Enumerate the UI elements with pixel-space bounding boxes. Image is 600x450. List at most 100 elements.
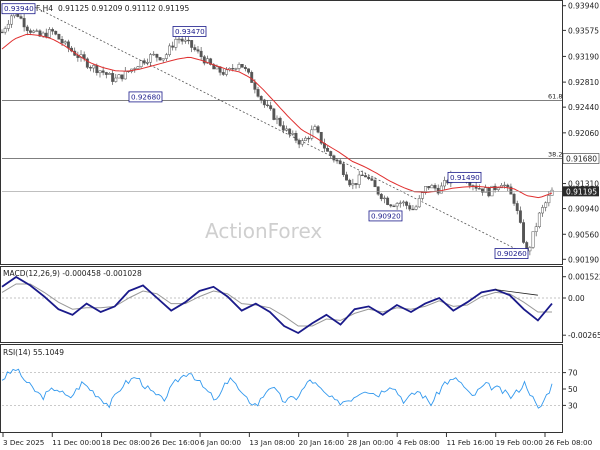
price-tick-label: 0.90190 [568,255,599,264]
candle-body [411,208,415,211]
candle-body [430,185,434,189]
candle-body [364,175,367,178]
macd-title: MACD(12,26,9) -0.000458 -0.001028 [3,269,142,278]
candle-body [528,247,532,252]
time-tick-label: 28 Jan 00:00 [348,438,394,447]
candle-body [117,74,121,79]
candle-body [108,73,111,75]
candle-body [231,68,235,70]
candle-body [509,186,513,195]
candle-body [326,148,330,152]
candle-body [433,185,437,189]
price-axis: 0.93940 0.93575 0.93190 0.92810 0.92440 0.920… [562,2,600,264]
candle-body [300,140,304,145]
candle-body [253,82,257,90]
rsi-axis: 70 50 30 [562,369,578,410]
price-tick-label: 0.93940 [568,2,599,11]
macd-line [1,275,553,335]
candle-body [503,184,507,187]
candle-body [101,70,105,73]
candle-body [541,207,544,214]
current-price-text: 0.91195 [566,187,597,196]
candle-body [237,64,241,69]
candle-body [10,15,13,25]
macd-chart [1,275,562,335]
time-tick-label: 11 Dec 00:00 [52,438,101,447]
price-tick-label: 0.93575 [568,26,599,35]
candle-body [174,39,178,48]
candle-body [547,195,551,204]
candle-body [389,204,393,207]
candle-body [104,72,108,75]
level-price-text: 0.91680 [566,155,597,164]
candle-body [158,57,162,61]
candle-body [291,133,295,135]
price-annotation-text: 0.90920 [371,211,401,220]
candle-body [180,38,184,42]
moving-average-line [1,33,553,199]
candle-body [408,205,412,210]
price-tick-label: 0.92440 [568,103,599,112]
candle-body [281,125,285,131]
candle-body [60,39,64,44]
fib-level-label: 61.8 [548,92,562,100]
candle-body [439,185,443,194]
time-tick-label: 4 Feb 08:00 [397,438,440,447]
price-annotation-box [172,26,207,37]
candle-body [145,61,149,64]
price-tick-label: 0.92810 [568,78,599,87]
candle-body [89,67,92,69]
candle-body [288,128,292,135]
candle-body [383,197,386,200]
candle-body [443,180,446,187]
price-chart: 61.8 38.2 0.93940 0.93470 0.92680 0.91490 0.90… [0,3,562,259]
time-tick-label: 11 Feb 16:00 [446,438,494,447]
candle-body [136,66,140,69]
candle-body [92,65,96,69]
macd-tick-label: -0.002657 [568,331,600,340]
candle-body [209,58,213,65]
ohlc-label: 0.91125 0.91209 0.91112 0.91195 [58,4,189,13]
candle-body [206,58,209,64]
time-tick-label: 6 Jan 00:00 [200,438,241,447]
candle-body [190,40,194,48]
candle-body [297,140,301,145]
time-tick-label: 3 Dec 2025 [3,438,44,447]
candle-body [550,189,554,196]
rsi-title: RSI(14) 55.1049 [3,348,64,357]
candle-body [493,185,497,190]
price-annotation-text: 0.92680 [131,92,161,101]
time-tick-label: 26 Dec 16:00 [151,438,200,447]
candle-body [357,174,361,185]
macd-axis: 0.001522 0.00 -0.002657 [562,273,600,340]
candle-body [285,128,288,131]
candle-body [335,159,339,162]
candle-body [243,67,247,70]
time-tick-label: 20 Jan 16:00 [299,438,345,447]
macd-divergence-line [495,289,538,296]
candle-body [221,72,225,75]
candle-body [266,104,269,106]
candle-body [534,226,538,232]
candle-body [515,203,519,211]
candle-body [187,39,190,42]
watermark: ActionForex [205,219,322,243]
time-tick-label: 13 Jan 08:00 [249,438,295,447]
candle-body [341,163,345,175]
candle-body [275,117,279,120]
candle-body [481,188,484,193]
candle-body [522,222,526,243]
candle-body [114,77,118,82]
macd-tick-label: 0.001522 [568,273,600,282]
candle-body [367,176,371,179]
level-price-box [562,153,600,164]
candle-body [332,155,336,161]
macd-panel-frame [0,266,563,343]
candle-body [215,66,219,70]
candle-body [85,58,89,68]
candle-body [123,70,127,80]
candle-body [155,53,159,58]
candle-body [28,30,32,33]
candle-body [338,160,342,165]
